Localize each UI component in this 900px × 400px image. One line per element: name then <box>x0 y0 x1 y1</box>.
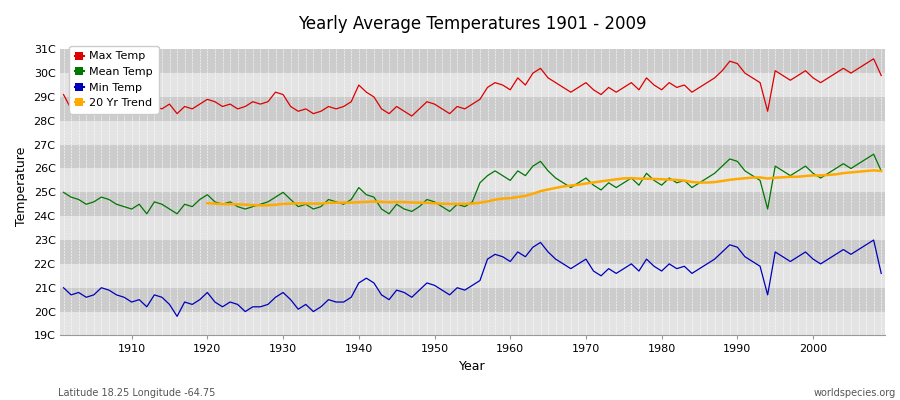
Bar <box>59 312 885 336</box>
Y-axis label: Temperature: Temperature <box>15 147 28 226</box>
Text: worldspecies.org: worldspecies.org <box>814 388 896 398</box>
Bar <box>59 145 885 168</box>
Bar <box>59 264 885 288</box>
Legend: Max Temp, Mean Temp, Min Temp, 20 Yr Trend: Max Temp, Mean Temp, Min Temp, 20 Yr Tre… <box>69 46 158 114</box>
Bar <box>59 192 885 216</box>
Bar <box>59 97 885 121</box>
Bar <box>59 216 885 240</box>
X-axis label: Year: Year <box>459 360 486 373</box>
Title: Yearly Average Temperatures 1901 - 2009: Yearly Average Temperatures 1901 - 2009 <box>298 15 646 33</box>
Bar <box>59 49 885 73</box>
Bar <box>59 73 885 97</box>
Bar <box>59 168 885 192</box>
Bar <box>59 240 885 264</box>
Text: Latitude 18.25 Longitude -64.75: Latitude 18.25 Longitude -64.75 <box>58 388 216 398</box>
Bar <box>59 288 885 312</box>
Bar <box>59 121 885 145</box>
